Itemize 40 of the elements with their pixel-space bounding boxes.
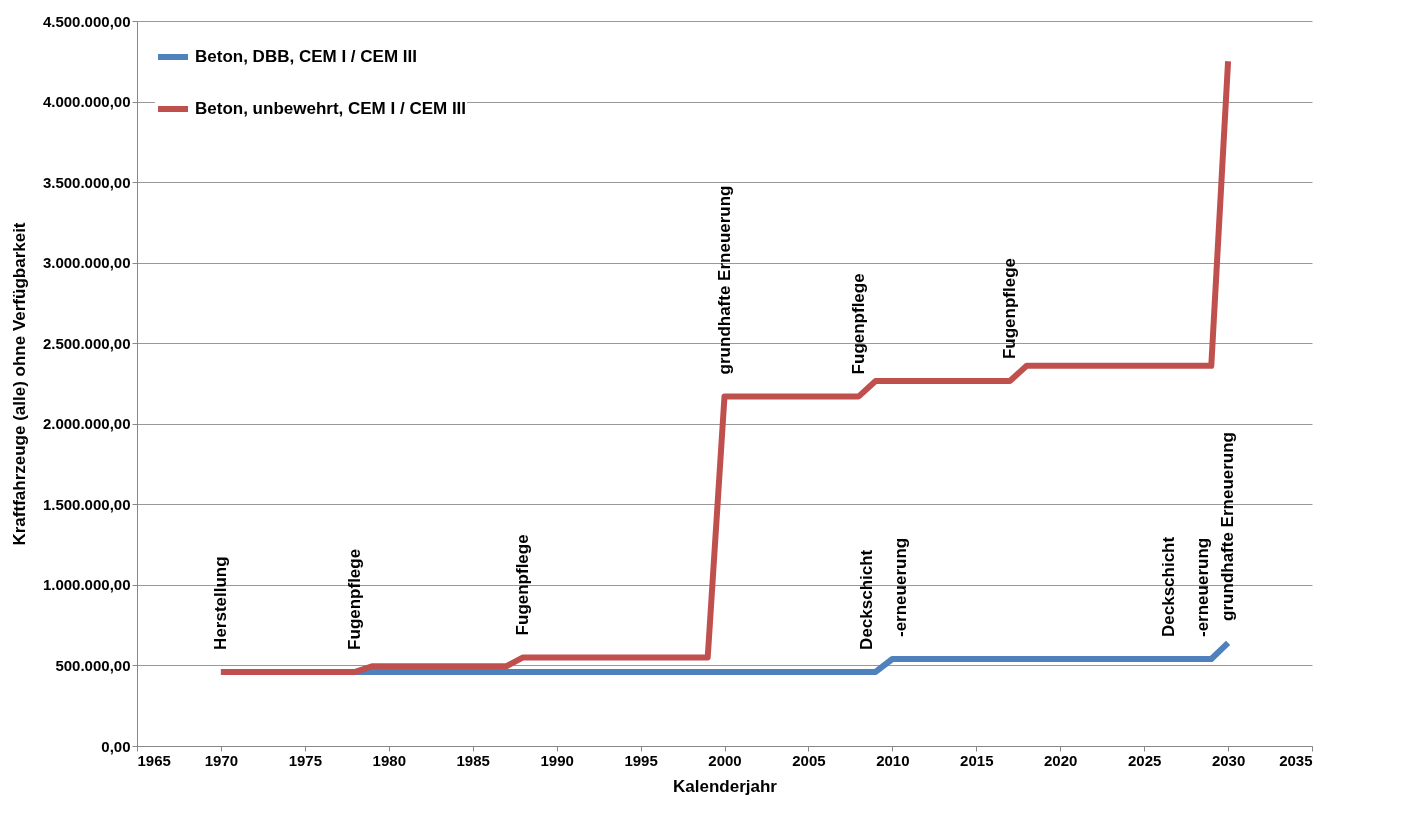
x-tick-label: 2005 — [792, 751, 826, 769]
y-tick-label: 3.500.000,00 — [42, 173, 131, 191]
annotation: Fugenpflege — [848, 273, 868, 375]
y-tick-label: 1.500.000,00 — [42, 495, 131, 513]
annotation: grundhafte Erneuerung — [1218, 431, 1238, 621]
y-tick-label: 0,00 — [101, 737, 131, 755]
x-tick-label: 2035 — [1279, 751, 1313, 769]
y-tick-label: 4.500.000,00 — [42, 12, 131, 30]
x-tick-label: 1970 — [204, 751, 239, 769]
x-tick-label: 1980 — [372, 751, 406, 769]
annotation: Deckschicht — [1159, 536, 1179, 637]
y-tick-label: 4.000.000,00 — [42, 93, 131, 111]
y-tick-label: 500.000,00 — [55, 656, 131, 674]
annotation: Herstellung — [210, 556, 230, 650]
annotation: -erneuerung — [1192, 537, 1212, 637]
annotation: Fugenpflege — [999, 258, 1019, 360]
y-tick-label: 2.500.000,00 — [42, 334, 131, 352]
x-tick-label: 1975 — [288, 751, 323, 769]
legend-label: Beton, DBB, CEM I / CEM III — [195, 47, 417, 66]
annotation: grundhafte Erneuerung — [714, 185, 734, 375]
x-tick-label: 2010 — [876, 751, 910, 769]
annotation: Fugenpflege — [513, 534, 533, 636]
x-tick-label: 2000 — [708, 751, 742, 769]
y-axis-title: Kraftfahrzeuge (alle) ohne Verfügbarkeit — [9, 222, 29, 546]
x-tick-label: 2015 — [960, 751, 994, 769]
annotation: Fugenpflege — [345, 548, 365, 650]
annotation: Deckschicht — [857, 549, 877, 650]
x-tick-label: 1995 — [624, 751, 658, 769]
x-tick-label: 1990 — [540, 751, 574, 769]
annotation: -erneuerung — [890, 537, 910, 637]
y-tick-label: 1.000.000,00 — [42, 576, 131, 594]
y-tick-label: 2.000.000,00 — [42, 415, 131, 433]
x-axis-title: Kalenderjahr — [673, 776, 778, 796]
legend-label: Beton, unbewehrt, CEM I / CEM III — [195, 99, 467, 118]
x-tick-label: 1985 — [456, 751, 490, 769]
x-tick-label: 2030 — [1211, 751, 1246, 769]
x-tick-label: 2020 — [1044, 751, 1078, 769]
x-tick-label: 2025 — [1127, 751, 1162, 769]
y-tick-label: 3.000.000,00 — [42, 254, 131, 272]
x-tick-label: 1965 — [137, 751, 171, 769]
